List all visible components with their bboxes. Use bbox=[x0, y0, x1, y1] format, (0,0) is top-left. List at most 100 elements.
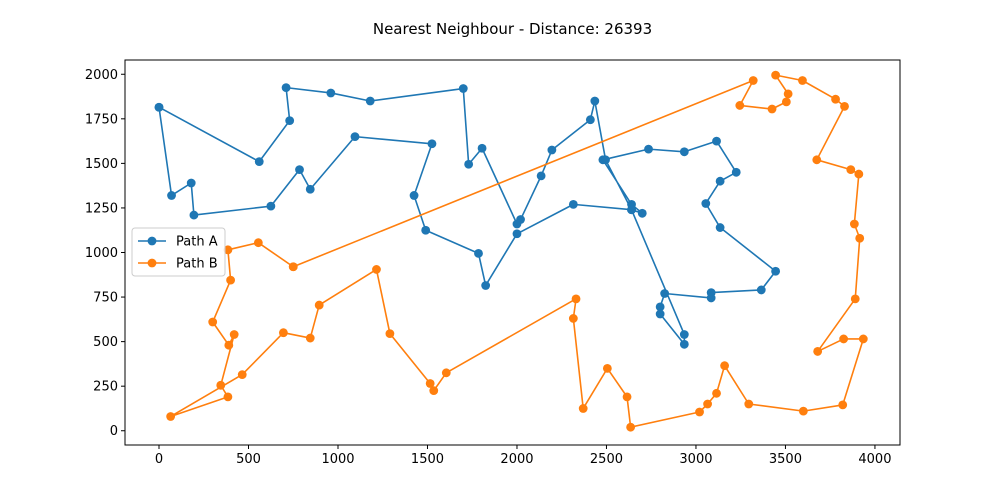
y-tick-label-1250: 1250 bbox=[85, 201, 118, 216]
path-a-point-29 bbox=[706, 293, 716, 303]
x-tick-label-500: 500 bbox=[236, 452, 261, 467]
path-b-point-7 bbox=[216, 380, 226, 390]
path-a-point-42 bbox=[512, 219, 522, 229]
path-a-point-3 bbox=[189, 210, 199, 220]
path-a-point-45 bbox=[458, 84, 468, 93]
path-b-point-19 bbox=[571, 294, 581, 304]
path-b-point-16 bbox=[425, 379, 435, 388]
x-tick-label-1000: 1000 bbox=[321, 452, 354, 467]
x-tick-label-1500: 1500 bbox=[411, 452, 444, 467]
path-a-point-10 bbox=[421, 225, 431, 235]
path-a-point-1 bbox=[167, 191, 176, 200]
path-b-point-1 bbox=[253, 238, 263, 248]
path-b-point-28 bbox=[720, 361, 729, 371]
path-b-point-32 bbox=[858, 334, 868, 344]
path-b-point-23 bbox=[622, 392, 632, 402]
path-a-point-23 bbox=[715, 176, 725, 186]
path-b-point-6 bbox=[229, 330, 239, 339]
path-b-point-10 bbox=[237, 370, 247, 379]
path-b-point-47 bbox=[767, 104, 777, 114]
path-b-point-42 bbox=[831, 94, 840, 104]
x-tick-label-2000: 2000 bbox=[500, 452, 533, 467]
path-a-point-48 bbox=[281, 83, 291, 93]
path-b-point-24 bbox=[626, 422, 636, 432]
path-a-point-4 bbox=[266, 201, 276, 211]
path-a-point-49 bbox=[285, 116, 295, 125]
path-a-point-13 bbox=[512, 229, 522, 239]
y-tick-label-1750: 1750 bbox=[85, 112, 118, 127]
path-b-point-13 bbox=[314, 300, 324, 310]
path-a-point-31 bbox=[655, 302, 665, 312]
y-tick-label-0: 0 bbox=[110, 424, 118, 439]
y-tick-label-250: 250 bbox=[93, 380, 118, 395]
path-a-point-39 bbox=[547, 145, 557, 155]
path-b-point-8 bbox=[223, 392, 233, 402]
path-a-point-12 bbox=[481, 281, 491, 290]
x-tick-label-0: 0 bbox=[155, 452, 163, 467]
path-b-point-43 bbox=[798, 76, 807, 85]
path-b-point-33 bbox=[839, 334, 849, 344]
y-tick-label-1500: 1500 bbox=[85, 157, 118, 172]
path-a-line bbox=[158, 86, 777, 346]
path-a-point-19 bbox=[644, 144, 653, 154]
legend: Path A Path B bbox=[131, 227, 226, 277]
path-b-point-34 bbox=[813, 347, 823, 356]
path-b-point-39 bbox=[846, 165, 856, 175]
x-tick-label-3500: 3500 bbox=[769, 452, 802, 467]
path-a-point-38 bbox=[585, 115, 595, 125]
path-a-point-6 bbox=[305, 184, 315, 194]
path-a-point-43 bbox=[477, 143, 487, 153]
legend-path-b-label: Path B bbox=[176, 257, 218, 272]
path-a-point-26 bbox=[771, 266, 781, 276]
legend-path-b-marker bbox=[147, 258, 157, 268]
path-a-point-16 bbox=[637, 208, 647, 218]
path-b-point-2 bbox=[223, 245, 233, 255]
path-a-point-20 bbox=[679, 147, 689, 157]
path-b-point-5 bbox=[224, 340, 234, 350]
y-tick-label-750: 750 bbox=[93, 291, 118, 306]
path-b-point-21 bbox=[578, 404, 588, 413]
path-b-point-45 bbox=[783, 89, 793, 99]
path-b-point-25 bbox=[695, 407, 704, 417]
path-b-point-41 bbox=[840, 101, 849, 111]
path-b-point-18 bbox=[441, 368, 451, 378]
legend-path-a-label: Path A bbox=[176, 235, 218, 250]
x-tick-label-4000: 4000 bbox=[858, 452, 891, 467]
path-b-point-35 bbox=[850, 294, 860, 304]
path-a-point-5 bbox=[295, 165, 304, 175]
path-a-point-24 bbox=[701, 199, 711, 208]
path-a-point-14 bbox=[568, 199, 578, 209]
path-b-point-48 bbox=[735, 101, 745, 110]
path-b-point-50 bbox=[288, 262, 298, 272]
path-a-point-33 bbox=[679, 339, 689, 349]
chart-title: Nearest Neighbour - Distance: 26393 bbox=[373, 20, 652, 38]
path-b-point-36 bbox=[855, 233, 865, 243]
path-a-point-32 bbox=[655, 309, 665, 319]
plot-area bbox=[154, 70, 868, 432]
path-b-point-11 bbox=[279, 328, 288, 338]
path-a-point-46 bbox=[365, 96, 375, 106]
path-a-point-40 bbox=[536, 171, 546, 181]
x-tick-label-3000: 3000 bbox=[679, 452, 712, 467]
path-a-point-37 bbox=[590, 96, 600, 106]
path-b-point-37 bbox=[849, 219, 859, 229]
path-a-point-9 bbox=[409, 191, 419, 200]
axes: 0 500 1000 1500 2000 2500 3000 3500 4000 0 250 500 7… bbox=[85, 68, 892, 467]
path-b-point-15 bbox=[385, 329, 395, 338]
path-a-point-44 bbox=[464, 159, 474, 169]
path-b-point-26 bbox=[703, 399, 712, 409]
path-b-point-49 bbox=[748, 76, 758, 85]
path-b-point-31 bbox=[838, 400, 848, 410]
path-b-point-44 bbox=[771, 70, 781, 80]
path-b-point-29 bbox=[744, 399, 754, 409]
path-b-point-14 bbox=[372, 265, 381, 274]
path-b-point-22 bbox=[602, 363, 612, 373]
path-a-point-51 bbox=[154, 102, 164, 112]
path-b-point-20 bbox=[568, 314, 578, 323]
path-b-point-17 bbox=[429, 386, 439, 396]
path-a-point-11 bbox=[474, 248, 483, 258]
path-a-point-27 bbox=[756, 285, 766, 295]
path-a-point-30 bbox=[660, 289, 670, 298]
legend-path-a-marker bbox=[147, 236, 157, 246]
